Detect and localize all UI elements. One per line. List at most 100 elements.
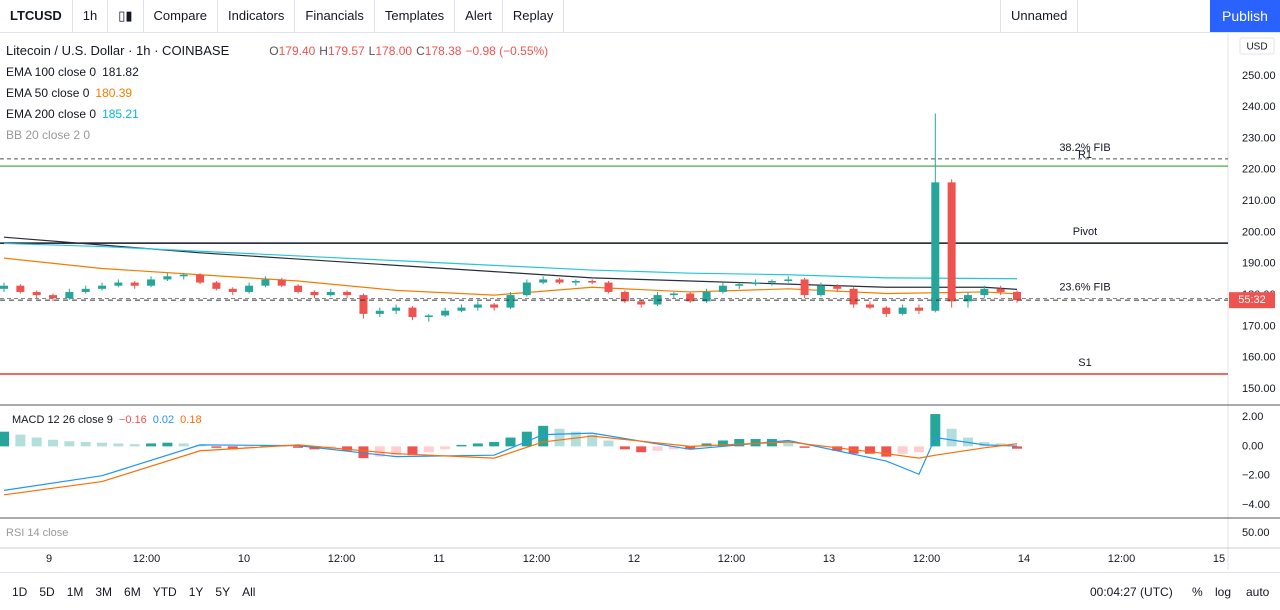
candle-body xyxy=(424,315,433,318)
range-button[interactable]: 1D xyxy=(12,584,28,599)
macd-bar xyxy=(0,431,9,447)
x-tick-label: 12:00 xyxy=(913,553,941,565)
macd-bar xyxy=(881,446,892,457)
candle-body xyxy=(212,282,221,289)
macd-bar xyxy=(717,440,728,447)
candle-body xyxy=(359,295,368,314)
macd-bar xyxy=(701,443,712,447)
compare[interactable]: Compare xyxy=(144,0,219,32)
x-tick-label: 13 xyxy=(823,553,835,565)
candle-body xyxy=(898,307,907,314)
interval[interactable]: 1h xyxy=(73,0,109,32)
indicators[interactable]: Indicators xyxy=(218,0,296,32)
ohlc-key: O xyxy=(269,44,279,58)
range-button[interactable]: 1Y xyxy=(188,584,204,599)
ohlc-value: 178.38 xyxy=(424,44,462,58)
candle-body xyxy=(32,291,41,296)
macd-bar xyxy=(587,434,598,447)
ema-line xyxy=(3,242,1018,280)
candle-body xyxy=(686,293,695,302)
candle-body xyxy=(784,279,793,281)
macd-bar xyxy=(423,446,434,453)
candle-body xyxy=(98,285,107,289)
candle-body xyxy=(604,282,613,292)
macd-bar xyxy=(554,428,565,447)
y-tick-label: 170.00 xyxy=(1242,320,1276,332)
macd-bar xyxy=(260,445,271,447)
indicator-value: 185.21 xyxy=(102,107,139,121)
macd-bar xyxy=(619,446,630,450)
candle-body xyxy=(16,285,25,292)
macd-bar xyxy=(734,439,745,447)
range-button[interactable]: YTD xyxy=(152,584,177,599)
y-tick-label: 210.00 xyxy=(1242,195,1276,207)
candle-body xyxy=(457,307,466,311)
templates[interactable]: Templates xyxy=(375,0,456,32)
macd-bar xyxy=(374,446,385,457)
signal-line xyxy=(3,435,1018,496)
macd-bar xyxy=(97,442,108,447)
clock: 00:04:27 (UTC) xyxy=(1090,584,1173,599)
macd-bar xyxy=(195,444,206,447)
candle-body xyxy=(980,288,989,296)
candle-body xyxy=(147,279,156,286)
candle-body xyxy=(473,304,482,308)
candle-body xyxy=(506,295,515,308)
candle-body xyxy=(865,304,874,308)
indicator-name: EMA 100 close 0 xyxy=(6,65,97,79)
ohlc-value: 179.40 xyxy=(278,44,316,58)
macd-bar xyxy=(456,444,467,447)
x-tick-label: 15 xyxy=(1213,553,1225,565)
publish-button[interactable]: Publish xyxy=(1210,0,1280,32)
x-tick-label: 11 xyxy=(433,553,444,565)
replay[interactable]: Replay xyxy=(503,0,565,32)
ohlc-value: 179.57 xyxy=(327,44,365,58)
candle-body xyxy=(767,281,776,283)
macd-bar xyxy=(80,441,91,447)
range-button[interactable]: 5D xyxy=(39,584,55,599)
ohlc-value: 178.00 xyxy=(375,44,413,58)
y-tick-label: 190.00 xyxy=(1242,258,1276,270)
candle-body xyxy=(800,279,809,296)
candle-body xyxy=(375,310,384,314)
x-tick-label: 12:00 xyxy=(328,553,356,565)
financials[interactable]: Financials xyxy=(295,0,375,32)
auto-toggle[interactable]: auto xyxy=(1246,584,1270,599)
alert[interactable]: Alert xyxy=(455,0,503,32)
y-tick-label: 230.00 xyxy=(1242,132,1276,144)
x-tick-label: 12 xyxy=(628,553,640,565)
candle-body xyxy=(114,282,123,286)
candle-body xyxy=(196,274,205,283)
candle-body xyxy=(294,285,303,292)
candle-body xyxy=(65,291,74,299)
candle-body xyxy=(1013,291,1021,301)
range-button[interactable]: 5Y xyxy=(215,584,231,599)
layout-name[interactable]: Unnamed xyxy=(1000,0,1079,32)
range-button[interactable]: 6M xyxy=(124,584,141,599)
candle-body xyxy=(555,279,564,283)
candle-body xyxy=(588,281,597,283)
symbol[interactable]: LTCUSD xyxy=(0,0,73,32)
range-button[interactable]: All xyxy=(242,584,256,599)
macd-tick-label: −2.00 xyxy=(1242,470,1270,482)
level-label: R1 xyxy=(1078,149,1092,161)
chart-type[interactable]: ▯▮ xyxy=(108,0,144,32)
x-tick-label: 12:00 xyxy=(523,553,551,565)
candle-body xyxy=(392,307,401,311)
level-label: 38.2% FIB xyxy=(1059,142,1110,154)
range-button[interactable]: 1M xyxy=(66,584,84,599)
macd-tick-label: 0.00 xyxy=(1242,440,1263,452)
currency: USD xyxy=(1246,42,1267,53)
x-tick-label: 14 xyxy=(1018,553,1030,565)
macd-bar xyxy=(750,439,761,447)
percent-toggle[interactable]: % xyxy=(1192,584,1203,599)
macd-bar xyxy=(1012,446,1022,449)
macd-legend: MACD 12 26 close 9 xyxy=(12,414,113,426)
macd-legend: 0.18 xyxy=(180,414,201,426)
log-toggle[interactable]: log xyxy=(1215,584,1232,599)
macd-bar xyxy=(162,442,173,447)
candle-body xyxy=(963,295,972,302)
y-tick-label: 220.00 xyxy=(1242,164,1276,176)
range-button[interactable]: 3M xyxy=(95,584,113,599)
